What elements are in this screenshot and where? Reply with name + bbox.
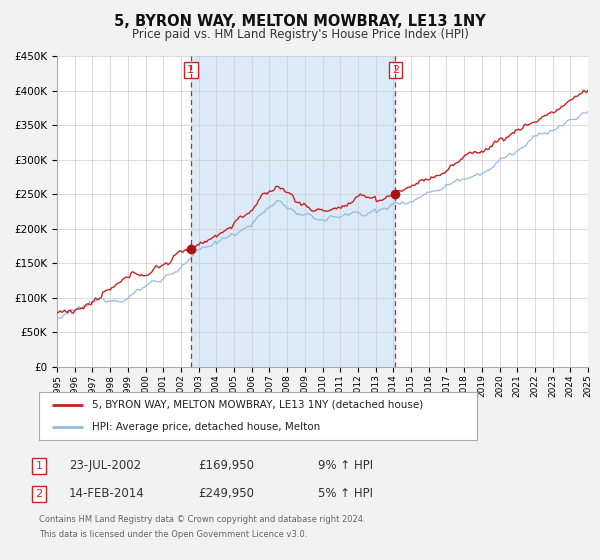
Text: 1: 1 — [35, 461, 43, 471]
Text: This data is licensed under the Open Government Licence v3.0.: This data is licensed under the Open Gov… — [39, 530, 307, 539]
Text: 2: 2 — [35, 489, 43, 499]
Text: 5, BYRON WAY, MELTON MOWBRAY, LE13 1NY: 5, BYRON WAY, MELTON MOWBRAY, LE13 1NY — [114, 14, 486, 29]
Text: Price paid vs. HM Land Registry's House Price Index (HPI): Price paid vs. HM Land Registry's House … — [131, 28, 469, 41]
Text: £169,950: £169,950 — [198, 459, 254, 473]
Text: £249,950: £249,950 — [198, 487, 254, 501]
Text: 23-JUL-2002: 23-JUL-2002 — [69, 459, 141, 473]
Text: 14-FEB-2014: 14-FEB-2014 — [69, 487, 145, 501]
Text: HPI: Average price, detached house, Melton: HPI: Average price, detached house, Melt… — [92, 422, 320, 432]
Text: Contains HM Land Registry data © Crown copyright and database right 2024.: Contains HM Land Registry data © Crown c… — [39, 515, 365, 524]
Text: 2: 2 — [392, 65, 399, 75]
Text: 1: 1 — [187, 65, 194, 75]
Text: 9% ↑ HPI: 9% ↑ HPI — [318, 459, 373, 473]
Text: 5% ↑ HPI: 5% ↑ HPI — [318, 487, 373, 501]
Bar — [191, 56, 395, 367]
Text: 5, BYRON WAY, MELTON MOWBRAY, LE13 1NY (detached house): 5, BYRON WAY, MELTON MOWBRAY, LE13 1NY (… — [92, 400, 423, 410]
